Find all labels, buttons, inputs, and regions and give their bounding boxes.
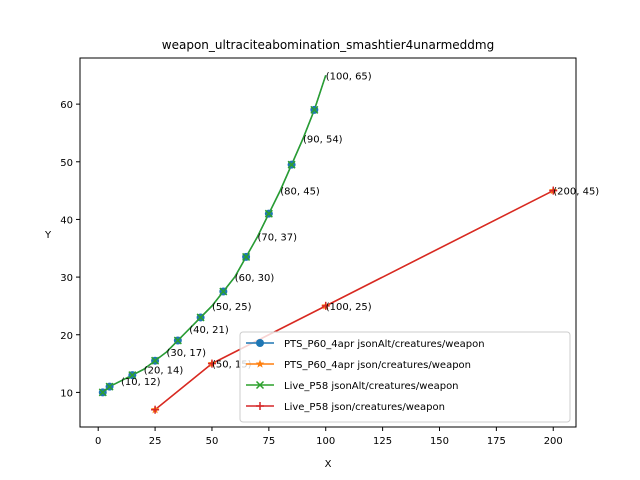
x-tick-label: 150 [430, 436, 449, 447]
series-3-point [264, 209, 273, 218]
series-3-point [310, 105, 319, 114]
data-label: (60, 30) [235, 273, 275, 284]
series-3-point [287, 160, 296, 169]
legend: PTS_P60_4apr jsonAlt/creatures/weapon PTS… [239, 331, 571, 423]
x-tick-label: 0 [95, 436, 101, 447]
legend-marker-3 [255, 380, 265, 390]
x-tick-label: 100 [316, 436, 335, 447]
series-3-point [219, 287, 228, 296]
legend-box [239, 331, 571, 423]
series-line-3 [102, 75, 327, 393]
series-4-point [207, 359, 216, 368]
data-label: (20, 14) [144, 365, 184, 376]
x-tick-label: 50 [206, 436, 219, 447]
series-3-point [105, 382, 114, 391]
axes-frame [79, 57, 577, 428]
x-tick-label: 200 [544, 436, 563, 447]
legend-label-2: PTS_P60_4apr json/creatures/weapon [284, 360, 471, 371]
data-label: (100, 25) [326, 302, 372, 313]
data-label: (100, 65) [326, 71, 372, 82]
series-3-point [98, 388, 107, 397]
series-4-point [321, 301, 330, 310]
data-label: (90, 54) [303, 135, 343, 146]
legend-label-3: Live_P58 jsonAlt/creatures/weapon [284, 381, 459, 392]
series-4-point [549, 186, 558, 195]
data-label: (70, 37) [257, 233, 297, 244]
legend-label-1: PTS_P60_4apr jsonAlt/creatures/weapon [284, 339, 485, 350]
data-label: (80, 45) [280, 187, 320, 198]
y-tick-label: 50 [60, 158, 73, 169]
legend-marker-2 [255, 359, 265, 368]
series-3-point [196, 313, 205, 322]
x-tick-label: 25 [149, 436, 162, 447]
axis-ticks: 0 25 50 75 100 125 150 175 200 10 20 30 40 50 60 [60, 100, 563, 447]
y-axis-label: Y [44, 230, 52, 241]
x-tick-label: 125 [373, 436, 392, 447]
series-3-point [151, 356, 160, 365]
series-3-point [128, 371, 137, 380]
data-label: (50, 15) [212, 360, 252, 371]
series-4-point [151, 405, 160, 414]
x-tick-label: 175 [487, 436, 506, 447]
y-tick-label: 60 [60, 100, 73, 111]
data-label: (40, 21) [189, 325, 229, 336]
data-label: (30, 17) [166, 348, 206, 359]
x-axis-label: X [325, 459, 332, 470]
legend-label-4: Live_P58 json/creatures/weapon [284, 402, 445, 413]
legend-marker-4 [256, 402, 264, 410]
y-tick-label: 30 [60, 273, 73, 284]
y-tick-label: 10 [60, 388, 73, 399]
legend-marker-1 [256, 339, 264, 347]
data-label: (50, 25) [212, 302, 252, 313]
series-3-point [242, 252, 251, 261]
chart-title: weapon_ultraciteabomination_smashtier4un… [162, 38, 494, 52]
x-tick-label: 75 [262, 436, 275, 447]
series-3-point [173, 336, 182, 345]
y-tick-label: 20 [60, 331, 73, 342]
data-label: (10, 12) [121, 377, 161, 388]
y-tick-label: 40 [60, 215, 73, 226]
